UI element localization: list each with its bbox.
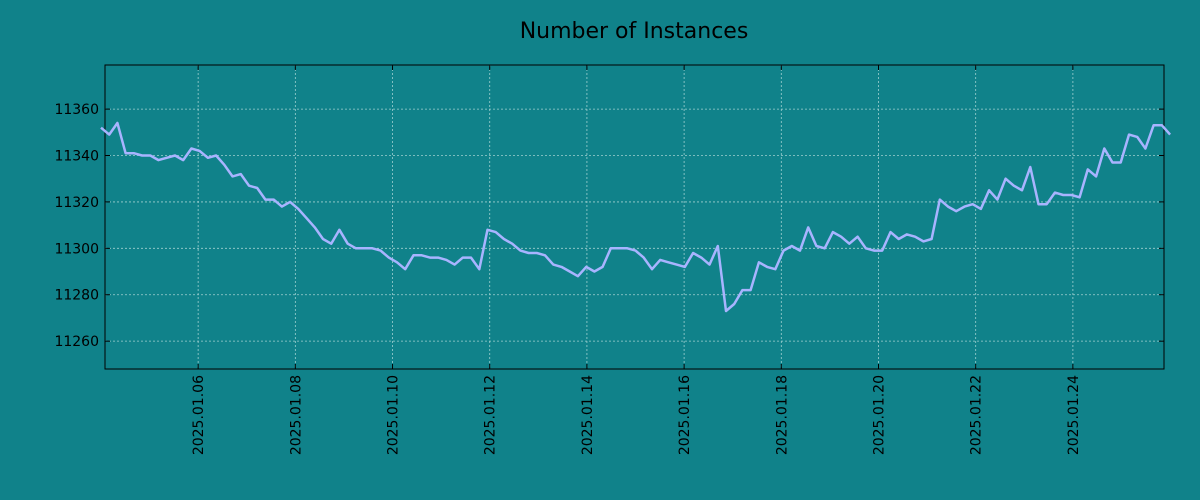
x-tick-label: 2025.01.06 [191, 375, 207, 455]
chart-title: Number of Instances [520, 19, 749, 44]
y-tick-label: 11320 [54, 195, 99, 211]
y-tick-label: 11300 [54, 241, 99, 257]
y-axis: 11260 11280 11300 11320 11340 11360 [54, 102, 1164, 350]
x-tick-label: 2025.01.22 [969, 375, 985, 455]
y-tick-label: 11260 [54, 334, 99, 350]
x-tick-label: 2025.01.18 [774, 375, 790, 455]
x-tick-label: 2025.01.12 [483, 375, 499, 455]
plot-area [104, 64, 1165, 370]
grid-lines [105, 65, 1164, 369]
x-tick-label: 2025.01.10 [386, 375, 402, 455]
series-layer [100, 121, 1172, 313]
y-tick-label: 11280 [54, 288, 99, 304]
x-tick-label: 2025.01.16 [677, 375, 693, 455]
x-tick-label: 2025.01.24 [1066, 375, 1082, 455]
y-tick-label: 11340 [54, 149, 99, 165]
x-axis: 2025.01.06 2025.01.08 2025.01.10 2025.01.12… [191, 65, 1082, 455]
x-tick-label: 2025.01.08 [288, 375, 304, 455]
y-tick-label: 11360 [54, 102, 99, 118]
series-line [100, 121, 1172, 313]
x-tick-label: 2025.01.20 [871, 375, 887, 455]
x-tick-label: 2025.01.14 [580, 375, 596, 455]
